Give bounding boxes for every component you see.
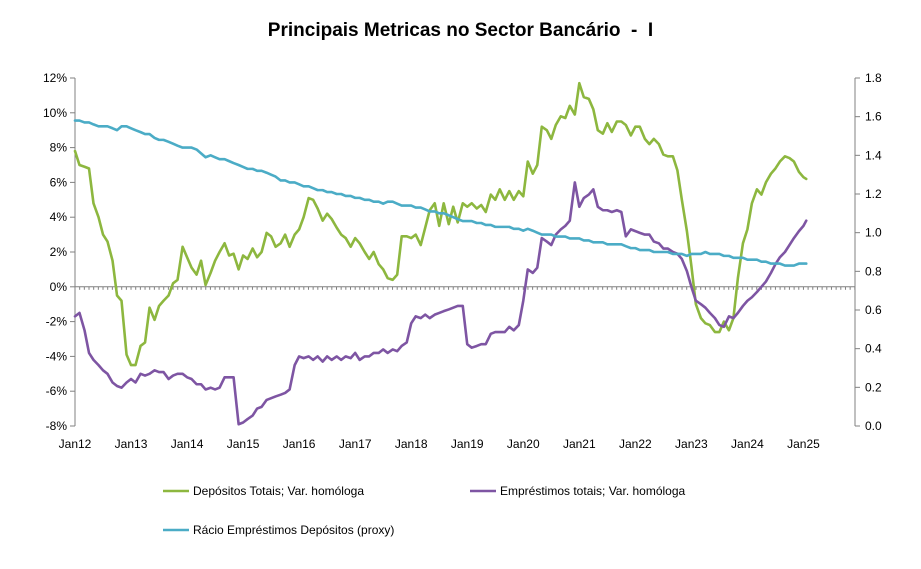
x-tick-label: Jan21 [563,437,596,451]
y-right-tick-label: 0.6 [865,303,882,317]
y-right-tick-label: 0.2 [865,380,882,394]
x-tick-label: Jan23 [675,437,708,451]
x-tick-label: Jan24 [731,437,764,451]
y-left-tick-label: -2% [46,315,68,329]
legend-label-2: Empréstimos totais; Var. homóloga [500,484,686,498]
chart-title: Principais Metricas no Sector Bancário -… [267,20,654,41]
y-left-tick-label: 8% [50,141,68,155]
y-left-tick-label: -8% [46,419,68,433]
y-right-tick-label: 1.4 [865,148,882,162]
y-right-tick-label: 0.8 [865,264,882,278]
y-left-tick-label: -4% [46,349,68,363]
legend: Depósitos Totais; Var. homóloga Empréstim… [163,484,686,537]
series-line-1 [73,81,808,367]
y-right-tick-label: 1.2 [865,187,882,201]
y-right-tick-label: 0.4 [865,342,882,356]
x-tick-label: Jan12 [59,437,92,451]
x-tick-label: Jan18 [395,437,428,451]
y-left-tick-label: 2% [50,245,68,259]
series-layer [73,81,808,426]
y-left-tick-label: -6% [46,384,68,398]
x-tick-label: Jan13 [115,437,148,451]
y-right-tick-label: 1.0 [865,226,882,240]
y-right-tick-label: 1.8 [865,71,882,85]
x-tick-label: Jan15 [227,437,260,451]
series-line-3 [73,119,808,267]
axes: -8% -6% -4% -2% 0% 2% 4% 6% 8% 10% 12% 0.0 0.2 0.4 0.6… [43,71,882,451]
y-right-tick-label: 1.6 [865,110,882,124]
x-tick-label: Jan14 [171,437,204,451]
x-tick-label: Jan19 [451,437,484,451]
x-tick-label: Jan20 [507,437,540,451]
legend-label-3: Rácio Empréstimos Depósitos (proxy) [193,523,394,537]
x-tick-label: Jan22 [619,437,652,451]
x-tick-label: Jan16 [283,437,316,451]
y-left-tick-label: 4% [50,210,68,224]
y-left-tick-label: 12% [43,71,67,85]
legend-label-1: Depósitos Totais; Var. homóloga [193,484,364,498]
x-tick-label: Jan17 [339,437,372,451]
y-right-tick-label: 0.0 [865,419,882,433]
y-left-tick-label: 6% [50,175,68,189]
x-tick-label: Jan25 [787,437,820,451]
y-left-tick-label: 10% [43,106,67,120]
series-line-2 [73,181,808,426]
y-left-tick-label: 0% [50,280,68,294]
